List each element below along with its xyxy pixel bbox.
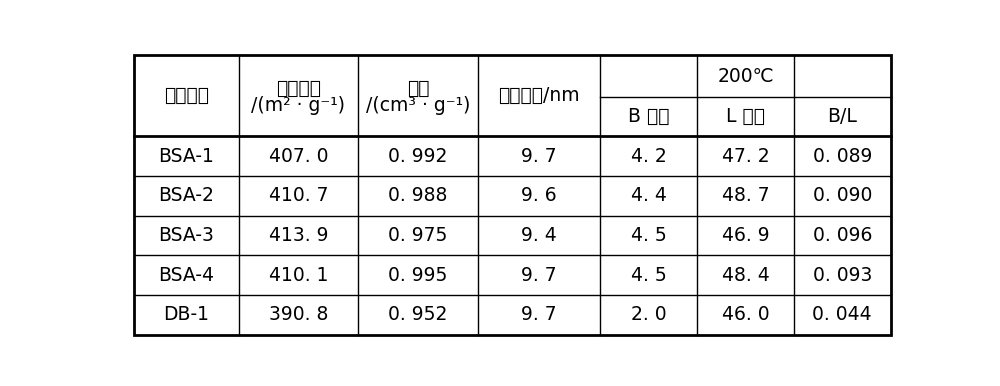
Text: 0. 988: 0. 988 bbox=[388, 186, 448, 205]
Text: 0. 090: 0. 090 bbox=[813, 186, 872, 205]
Text: 0. 975: 0. 975 bbox=[388, 226, 448, 245]
Text: DB-1: DB-1 bbox=[163, 305, 209, 324]
Text: BSA-1: BSA-1 bbox=[159, 147, 214, 166]
Text: 比表面积: 比表面积 bbox=[276, 79, 321, 98]
Text: 9. 7: 9. 7 bbox=[521, 147, 557, 166]
Text: BSA-2: BSA-2 bbox=[159, 186, 214, 205]
Text: 200℃: 200℃ bbox=[717, 67, 774, 86]
Text: 0. 096: 0. 096 bbox=[813, 226, 872, 245]
Text: 9. 6: 9. 6 bbox=[521, 186, 557, 205]
Text: 0. 995: 0. 995 bbox=[388, 266, 448, 284]
Text: 9. 7: 9. 7 bbox=[521, 305, 557, 324]
Text: 9. 4: 9. 4 bbox=[521, 226, 557, 245]
Text: /(m² · g⁻¹): /(m² · g⁻¹) bbox=[251, 96, 345, 115]
Text: 2. 0: 2. 0 bbox=[631, 305, 666, 324]
Text: 0. 952: 0. 952 bbox=[388, 305, 448, 324]
Text: 48. 7: 48. 7 bbox=[722, 186, 769, 205]
Text: 46. 9: 46. 9 bbox=[722, 226, 769, 245]
Text: B/L: B/L bbox=[827, 107, 857, 126]
Text: 410. 1: 410. 1 bbox=[269, 266, 328, 284]
Text: B 酸量: B 酸量 bbox=[628, 107, 669, 126]
Text: 0. 992: 0. 992 bbox=[388, 147, 448, 166]
Text: 0. 044: 0. 044 bbox=[812, 305, 872, 324]
Text: 平均孔径/nm: 平均孔径/nm bbox=[498, 86, 580, 105]
Text: 孔容: 孔容 bbox=[407, 79, 429, 98]
Text: BSA-4: BSA-4 bbox=[158, 266, 214, 284]
Text: 0. 093: 0. 093 bbox=[813, 266, 872, 284]
Text: 9. 7: 9. 7 bbox=[521, 266, 557, 284]
Text: 4. 5: 4. 5 bbox=[631, 226, 667, 245]
Text: BSA-3: BSA-3 bbox=[159, 226, 214, 245]
Text: 48. 4: 48. 4 bbox=[722, 266, 769, 284]
Text: 0. 089: 0. 089 bbox=[813, 147, 872, 166]
Text: 4. 4: 4. 4 bbox=[631, 186, 667, 205]
Text: 样品名称: 样品名称 bbox=[164, 86, 209, 105]
Text: 46. 0: 46. 0 bbox=[722, 305, 769, 324]
Text: 47. 2: 47. 2 bbox=[722, 147, 769, 166]
Text: /(cm³ · g⁻¹): /(cm³ · g⁻¹) bbox=[366, 96, 470, 115]
Text: 4. 5: 4. 5 bbox=[631, 266, 667, 284]
Text: 410. 7: 410. 7 bbox=[269, 186, 328, 205]
Text: 390. 8: 390. 8 bbox=[269, 305, 328, 324]
Text: 413. 9: 413. 9 bbox=[269, 226, 328, 245]
Text: 4. 2: 4. 2 bbox=[631, 147, 667, 166]
Text: 407. 0: 407. 0 bbox=[269, 147, 328, 166]
Text: L 酸量: L 酸量 bbox=[726, 107, 765, 126]
